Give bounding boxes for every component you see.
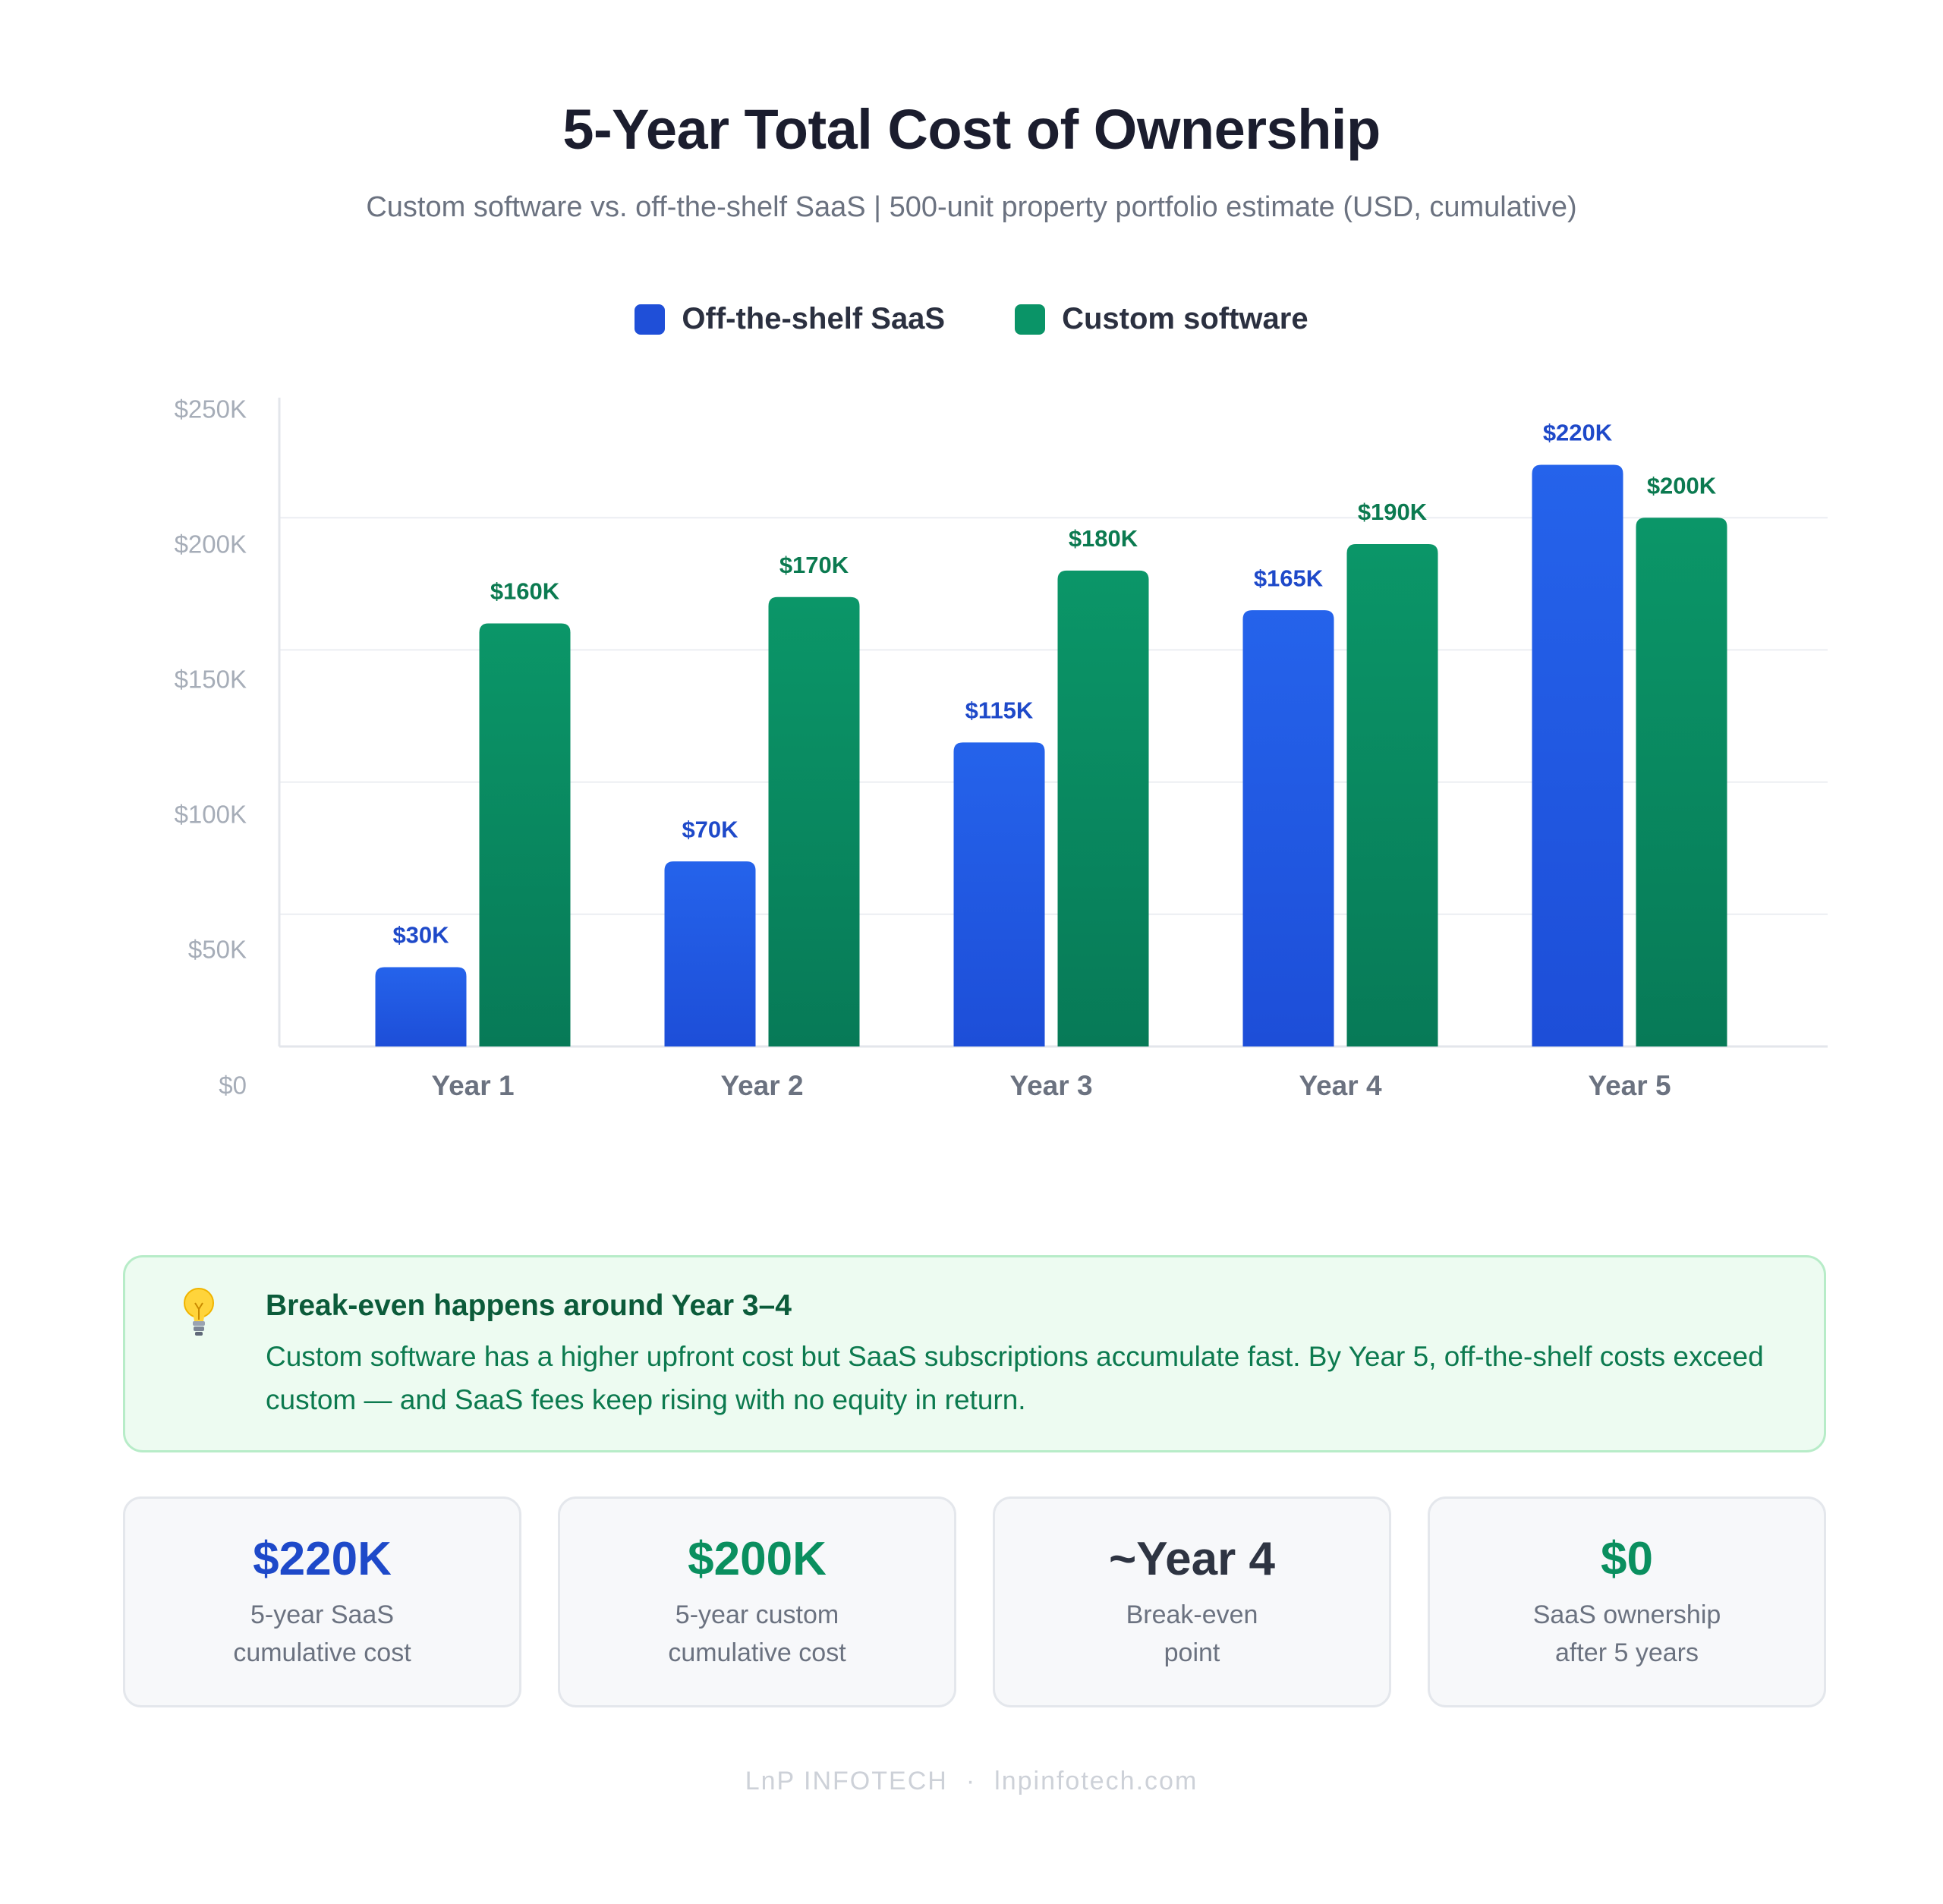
bar-custom-year-3 bbox=[1057, 570, 1149, 1046]
legend-label-custom: Custom software bbox=[1062, 302, 1308, 335]
stat-value: $0 bbox=[1601, 1533, 1653, 1585]
bar-value-label: $170K bbox=[779, 552, 849, 578]
callout-title: Break-even happens around Year 3–4 bbox=[266, 1289, 792, 1322]
stat-value: $220K bbox=[253, 1533, 392, 1585]
stat-card-break-even: ~Year 4 Break-even point bbox=[993, 1496, 1391, 1707]
legend-item-custom: Custom software bbox=[1015, 302, 1308, 336]
stat-label: SaaS ownership after 5 years bbox=[1532, 1600, 1721, 1667]
x-tick-label: Year 1 bbox=[431, 1070, 514, 1101]
bar-value-label: $30K bbox=[392, 922, 449, 949]
footer-separator: · bbox=[965, 1767, 977, 1795]
stat-card-saas-cost: $220K 5-year SaaS cumulative cost bbox=[123, 1496, 521, 1707]
stat-cards: $220K 5-year SaaS cumulative cost $200K … bbox=[123, 1496, 1826, 1707]
data-labels: $30K $160K $70K $170K $115K $180K $165K $190K $2… bbox=[392, 420, 1716, 949]
bar-saas-year-1 bbox=[375, 967, 467, 1046]
chart-legend: Off-the-shelf SaaS Custom software bbox=[0, 302, 1943, 336]
footer-website-link[interactable]: lnpinfotech.com bbox=[994, 1767, 1198, 1795]
y-tick-label: $200K bbox=[175, 530, 247, 559]
bar-saas-year-5 bbox=[1532, 464, 1623, 1046]
legend-swatch-saas bbox=[635, 304, 666, 335]
y-tick-label: $50K bbox=[188, 936, 247, 964]
stat-value: $200K bbox=[688, 1533, 827, 1585]
bar-value-label: $70K bbox=[682, 816, 738, 842]
bar-value-label: $220K bbox=[1543, 420, 1613, 446]
y-tick-label: $250K bbox=[175, 395, 247, 423]
footer-brand: LnP INFOTECH bbox=[745, 1767, 948, 1795]
break-even-callout: Break-even happens around Year 3–4 Custo… bbox=[123, 1255, 1826, 1452]
stat-value: ~Year 4 bbox=[1109, 1533, 1275, 1585]
x-tick-label: Year 5 bbox=[1588, 1070, 1671, 1101]
stat-label: Break-even point bbox=[1126, 1600, 1258, 1667]
callout-text: Custom software has a higher upfront cos… bbox=[266, 1341, 1764, 1415]
stat-card-saas-ownership: $0 SaaS ownership after 5 years bbox=[1428, 1496, 1826, 1707]
bar-value-label: $165K bbox=[1254, 565, 1324, 591]
bar-custom-year-1 bbox=[479, 623, 571, 1046]
bar-value-label: $160K bbox=[490, 578, 560, 605]
y-tick-label: $0 bbox=[219, 1072, 247, 1100]
bar-saas-year-2 bbox=[664, 861, 756, 1046]
x-tick-label: Year 2 bbox=[720, 1070, 803, 1101]
bar-value-label: $115K bbox=[965, 697, 1034, 724]
y-axis-tick-labels: $250K $200K $150K $100K $50K $0 bbox=[175, 395, 247, 1100]
legend-label-saas: Off-the-shelf SaaS bbox=[682, 302, 946, 335]
y-tick-label: $100K bbox=[175, 801, 247, 829]
footer: LnP INFOTECH · lnpinfotech.com bbox=[0, 1767, 1943, 1796]
stat-label: 5-year custom cumulative cost bbox=[668, 1600, 846, 1667]
y-tick-label: $150K bbox=[175, 666, 247, 694]
bar-saas-year-3 bbox=[953, 742, 1045, 1046]
stat-card-custom-cost: $200K 5-year custom cumulative cost bbox=[558, 1496, 956, 1707]
bar-custom-year-2 bbox=[768, 596, 860, 1046]
bar-value-label: $190K bbox=[1358, 499, 1428, 525]
bar-custom-year-5 bbox=[1636, 518, 1727, 1046]
bar-value-label: $200K bbox=[1647, 472, 1717, 499]
bars bbox=[375, 464, 1727, 1046]
bar-saas-year-4 bbox=[1242, 610, 1334, 1046]
bar-value-label: $180K bbox=[1069, 525, 1138, 552]
x-tick-label: Year 4 bbox=[1299, 1070, 1381, 1101]
bar-chart: $250K $200K $150K $100K $50K $0 $30K $160K $70K… bbox=[175, 395, 1828, 1101]
lightbulb-icon bbox=[184, 1288, 214, 1336]
stat-label: 5-year SaaS cumulative cost bbox=[233, 1600, 411, 1667]
legend-item-saas: Off-the-shelf SaaS bbox=[635, 302, 945, 336]
legend-swatch-custom bbox=[1015, 304, 1046, 335]
x-tick-label: Year 3 bbox=[1009, 1070, 1092, 1101]
x-axis-tick-labels: Year 1 Year 2 Year 3 Year 4 Year 5 bbox=[431, 1070, 1671, 1101]
page-title: 5-Year Total Cost of Ownership bbox=[562, 98, 1381, 161]
bar-custom-year-4 bbox=[1346, 544, 1438, 1046]
page-subtitle: Custom software vs. off-the-shelf SaaS |… bbox=[366, 191, 1577, 223]
